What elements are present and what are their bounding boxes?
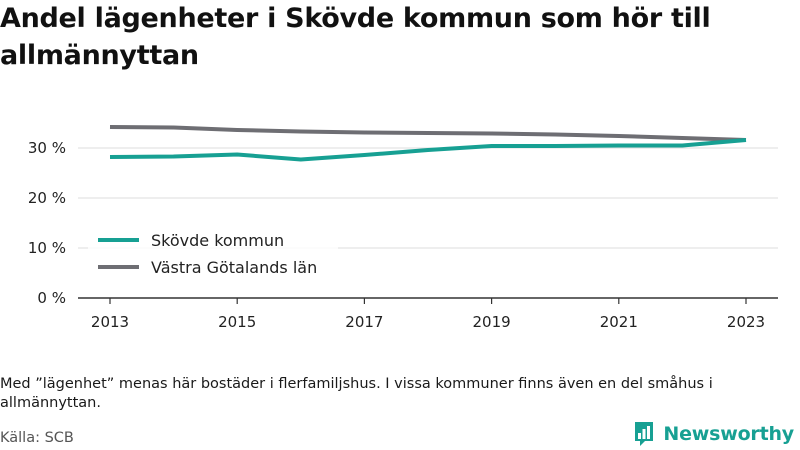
series-lines — [109, 125, 747, 162]
brand-logo[interactable]: Newsworthy — [633, 420, 794, 447]
x-tick-label: 2021 — [600, 313, 638, 331]
y-tick-label: 20 % — [28, 189, 66, 207]
newsworthy-logo-icon — [635, 422, 654, 446]
x-tick-label: 2019 — [473, 313, 511, 331]
y-tick-label: 10 % — [28, 239, 66, 257]
legend-label: Västra Götalands län — [151, 258, 317, 277]
legend: Skövde kommun Västra Götalands län — [88, 222, 338, 282]
legend-background — [88, 222, 338, 282]
y-tick-label: 0 % — [37, 289, 66, 307]
x-tick-label: 2013 — [91, 313, 129, 331]
x-axis-labels: 2013 2015 2017 2019 2021 2023 — [91, 298, 765, 331]
brand-name: Newsworthy — [663, 422, 794, 445]
x-tick-label: 2015 — [218, 313, 256, 331]
chart-title: Andel lägenheter i Skövde kommun som hör… — [0, 3, 711, 71]
source-label: Källa: SCB — [0, 430, 74, 446]
legend-label: Skövde kommun — [151, 231, 284, 250]
x-tick-label: 2023 — [727, 313, 765, 331]
series-line — [109, 138, 747, 162]
x-tick-label: 2017 — [345, 313, 383, 331]
y-tick-label: 30 % — [28, 139, 66, 157]
y-axis-labels: 0 % 10 % 20 % 30 % — [28, 139, 66, 307]
series-line — [109, 125, 747, 142]
line-chart: 0 % 10 % 20 % 30 % 2013 2015 2017 2019 2021 2023… — [28, 125, 778, 331]
footnote: Med ”lägenhet” menas här bostäder i fler… — [0, 376, 713, 411]
